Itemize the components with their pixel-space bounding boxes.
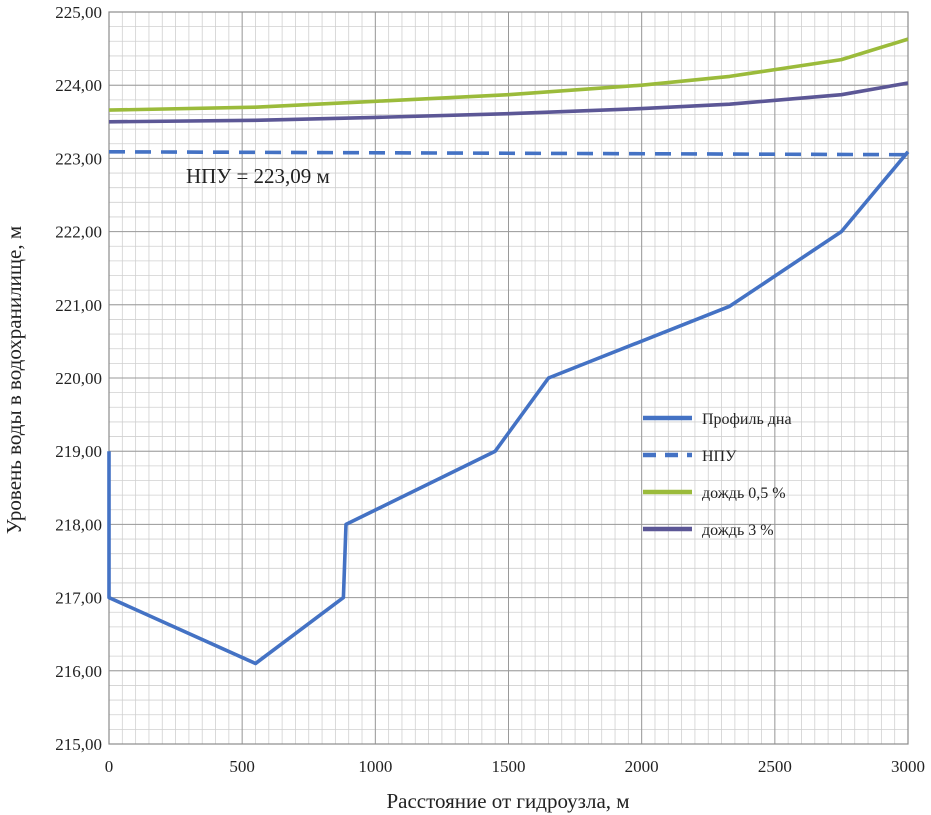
series-line (107, 150, 910, 666)
x-tick-label: 2000 (625, 757, 659, 776)
y-tick-label: 215,00 (55, 735, 102, 754)
y-tick-label: 216,00 (55, 662, 102, 681)
x-axis-title: Расстояние от гидроузла, м (386, 789, 629, 813)
axes (108, 11, 909, 745)
y-tick-label: 223,00 (55, 149, 102, 168)
y-tick-label: 220,00 (55, 369, 102, 388)
x-tick-label: 1500 (492, 757, 526, 776)
series-line (108, 37, 909, 112)
legend-label: Профиль дна (702, 411, 792, 428)
y-axis-title: Уровень воды в водохранилище, м (2, 226, 26, 534)
y-tick-label: 219,00 (55, 442, 102, 461)
y-tick-label: 218,00 (55, 515, 102, 534)
x-tick-label: 500 (229, 757, 255, 776)
y-tick-label: 222,00 (55, 223, 102, 242)
x-tick-label: 0 (105, 757, 114, 776)
y-tick-label: 224,00 (55, 76, 102, 95)
y-tick-label: 217,00 (55, 589, 102, 608)
legend: Профиль дна НПУ дождь 0,5 % дождь 3 % (643, 411, 792, 539)
series-line (108, 150, 909, 157)
plot-area-border (108, 11, 909, 745)
legend-label: дождь 0,5 % (702, 485, 786, 502)
y-tick-label: 225,00 (55, 3, 102, 22)
x-tick-label: 2500 (758, 757, 792, 776)
x-tick-label: 1000 (358, 757, 392, 776)
tick-labels: 215,00 216,00 217,00 218,00 219,00 220,00 221,… (55, 3, 925, 776)
series-line (108, 81, 909, 124)
y-tick-label: 221,00 (55, 296, 102, 315)
legend-label: дождь 3 % (702, 522, 774, 539)
annotation-npu: НПУ = 223,09 м (186, 164, 330, 188)
x-tick-label: 3000 (891, 757, 925, 776)
legend-label: НПУ (702, 448, 737, 465)
series-layer (107, 37, 910, 666)
